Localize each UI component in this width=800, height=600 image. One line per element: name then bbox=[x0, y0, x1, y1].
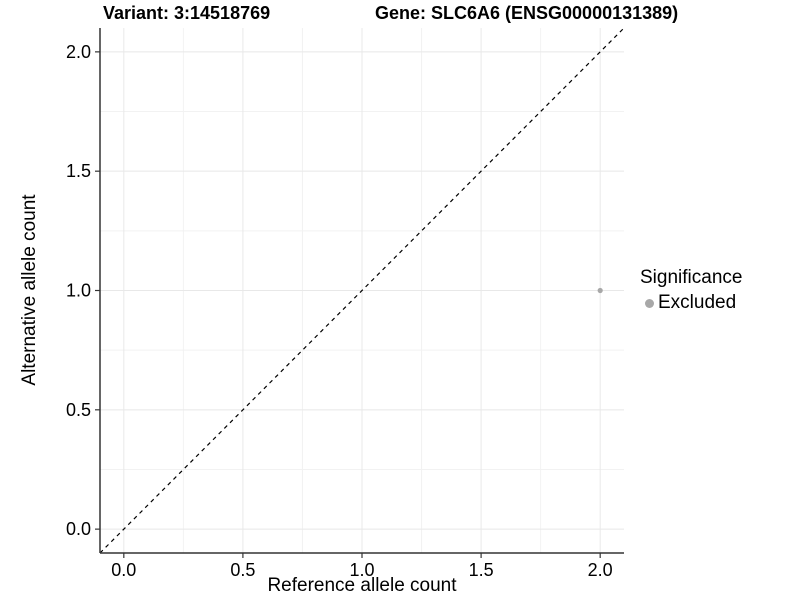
y-tick-label: 0.0 bbox=[66, 519, 91, 539]
legend-item-excluded: Excluded bbox=[640, 292, 742, 314]
y-tick-label: 1.0 bbox=[66, 281, 91, 301]
identity-dashed-line bbox=[99, 27, 625, 554]
x-tick-label: 0.0 bbox=[111, 560, 136, 580]
legend-item-label: Excluded bbox=[658, 292, 737, 313]
y-tick-label: 0.5 bbox=[66, 400, 91, 420]
y-tick-label: 2.0 bbox=[66, 42, 91, 62]
plot-title-gene: Gene: SLC6A6 (ENSG00000131389) bbox=[375, 3, 679, 23]
x-tick-label: 0.5 bbox=[230, 560, 255, 580]
x-tick-label: 1.0 bbox=[349, 560, 374, 580]
x-tick-label: 2.0 bbox=[588, 560, 613, 580]
data-point bbox=[597, 287, 603, 294]
x-tick-label: 1.5 bbox=[469, 560, 494, 580]
y-axis-title: Alternative allele count bbox=[19, 194, 40, 386]
y-tick-label: 1.5 bbox=[66, 161, 91, 181]
plot-title-variant: Variant: 3:14518769 bbox=[103, 3, 271, 23]
legend: Significance Excluded bbox=[640, 267, 742, 314]
legend-title: Significance bbox=[640, 267, 743, 288]
x-axis-title: Reference allele count bbox=[267, 575, 457, 596]
legend-key-dot-icon bbox=[645, 298, 654, 308]
